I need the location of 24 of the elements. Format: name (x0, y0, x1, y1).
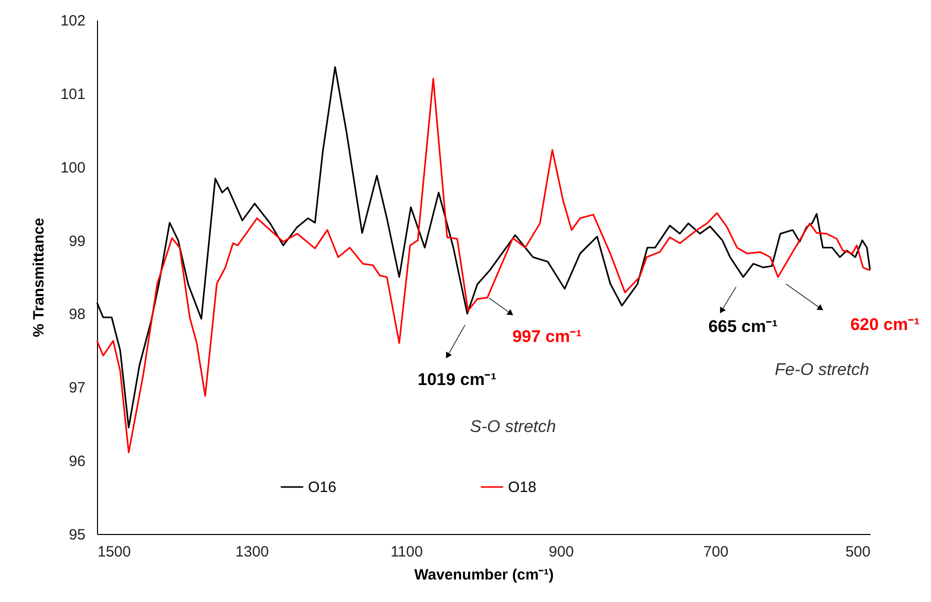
x-tick-label: 500 (845, 544, 870, 560)
annotation: 1019 cm⁻¹ (418, 370, 497, 389)
annotation: 620 cm⁻¹ (850, 315, 920, 334)
y-tick-label: 102 (60, 12, 86, 30)
y-tick-label: 96 (68, 453, 86, 470)
y-tick-label: 95 (68, 526, 86, 544)
legend-label: O16 (308, 479, 336, 496)
y-tick-label: 98 (68, 306, 86, 324)
y-tick-label: 100 (60, 159, 86, 176)
x-axis-title: Wavenumber (cm⁻¹) (414, 566, 554, 584)
legend-label: O18 (508, 479, 536, 496)
annotation: S-O stretch (470, 417, 556, 436)
x-tick-label: 1100 (390, 544, 423, 560)
x-tick-label: 900 (548, 544, 574, 560)
y-axis-title: % Transmittance (30, 218, 48, 338)
annotation: 665 cm⁻¹ (708, 317, 778, 336)
y-tick-label: 99 (68, 232, 86, 250)
annotation: Fe-O stretch (774, 360, 870, 379)
y-tick-label: 97 (68, 380, 86, 397)
x-tick-label: 1500 (98, 544, 131, 560)
x-tick-label: 700 (703, 544, 728, 560)
y-tick-label: 101 (60, 86, 86, 103)
x-tick-label: 1300 (235, 544, 269, 560)
annotation: 997 cm⁻¹ (512, 327, 582, 346)
